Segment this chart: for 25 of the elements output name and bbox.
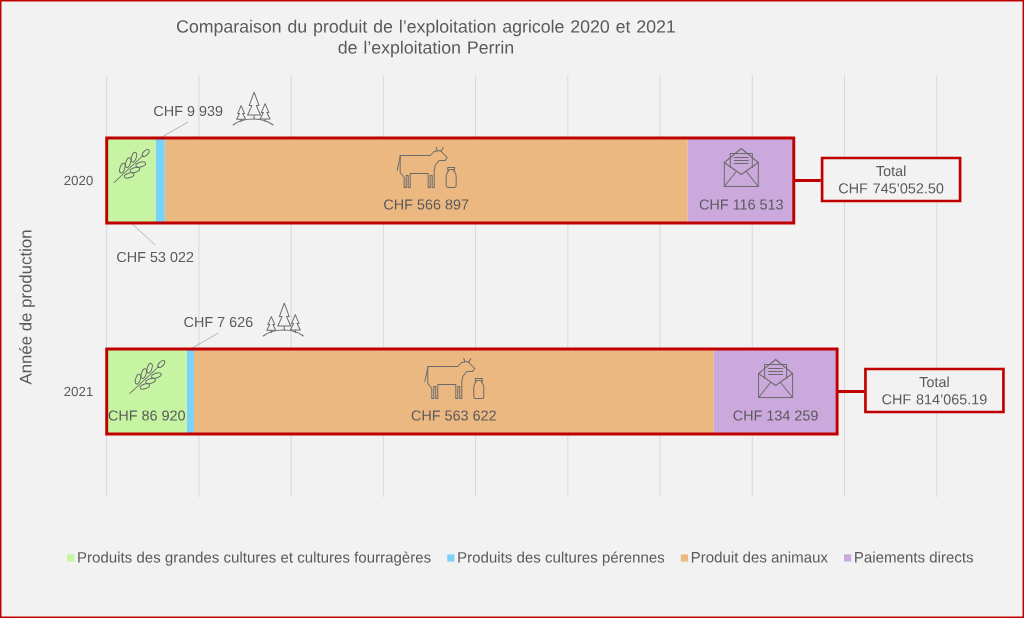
legend-label: Produits des grandes cultures et cultures fourragères [78,551,431,566]
data-label: CHF 53 022 [117,251,194,263]
bar [106,138,156,224]
legend-label: Produits des cultures pérennes [458,551,665,566]
data-label: CHF 86 920 [108,410,186,421]
annotation: Total CHF 814’065.19 [882,376,987,405]
bar [164,138,688,224]
bar [106,349,187,435]
data-label: CHF 563 622 [411,410,496,421]
y-axis-title: Année de production [19,230,35,385]
data-label: CHF 566 897 [384,199,469,210]
annotation: Total CHF 745’052.50 [839,165,944,194]
chart-title: Comparaison du produit de l’exploitation agricole 2020 et 2021 de l’exploitation Perrin [177,19,675,58]
y-tick-label: 2021 [64,386,93,397]
y-tick-label: 2020 [64,175,93,186]
legend-label: Produit des animaux [691,551,828,563]
data-label: CHF 9 939 [154,105,223,117]
bar [155,138,165,224]
bar [193,349,714,435]
bar [186,349,194,435]
legend-label: Paiements directs [855,551,974,563]
data-label: CHF 116 513 [699,199,783,210]
bar [713,349,838,435]
data-label: CHF 134 259 [733,410,818,421]
data-label: CHF 7 626 [184,316,253,328]
